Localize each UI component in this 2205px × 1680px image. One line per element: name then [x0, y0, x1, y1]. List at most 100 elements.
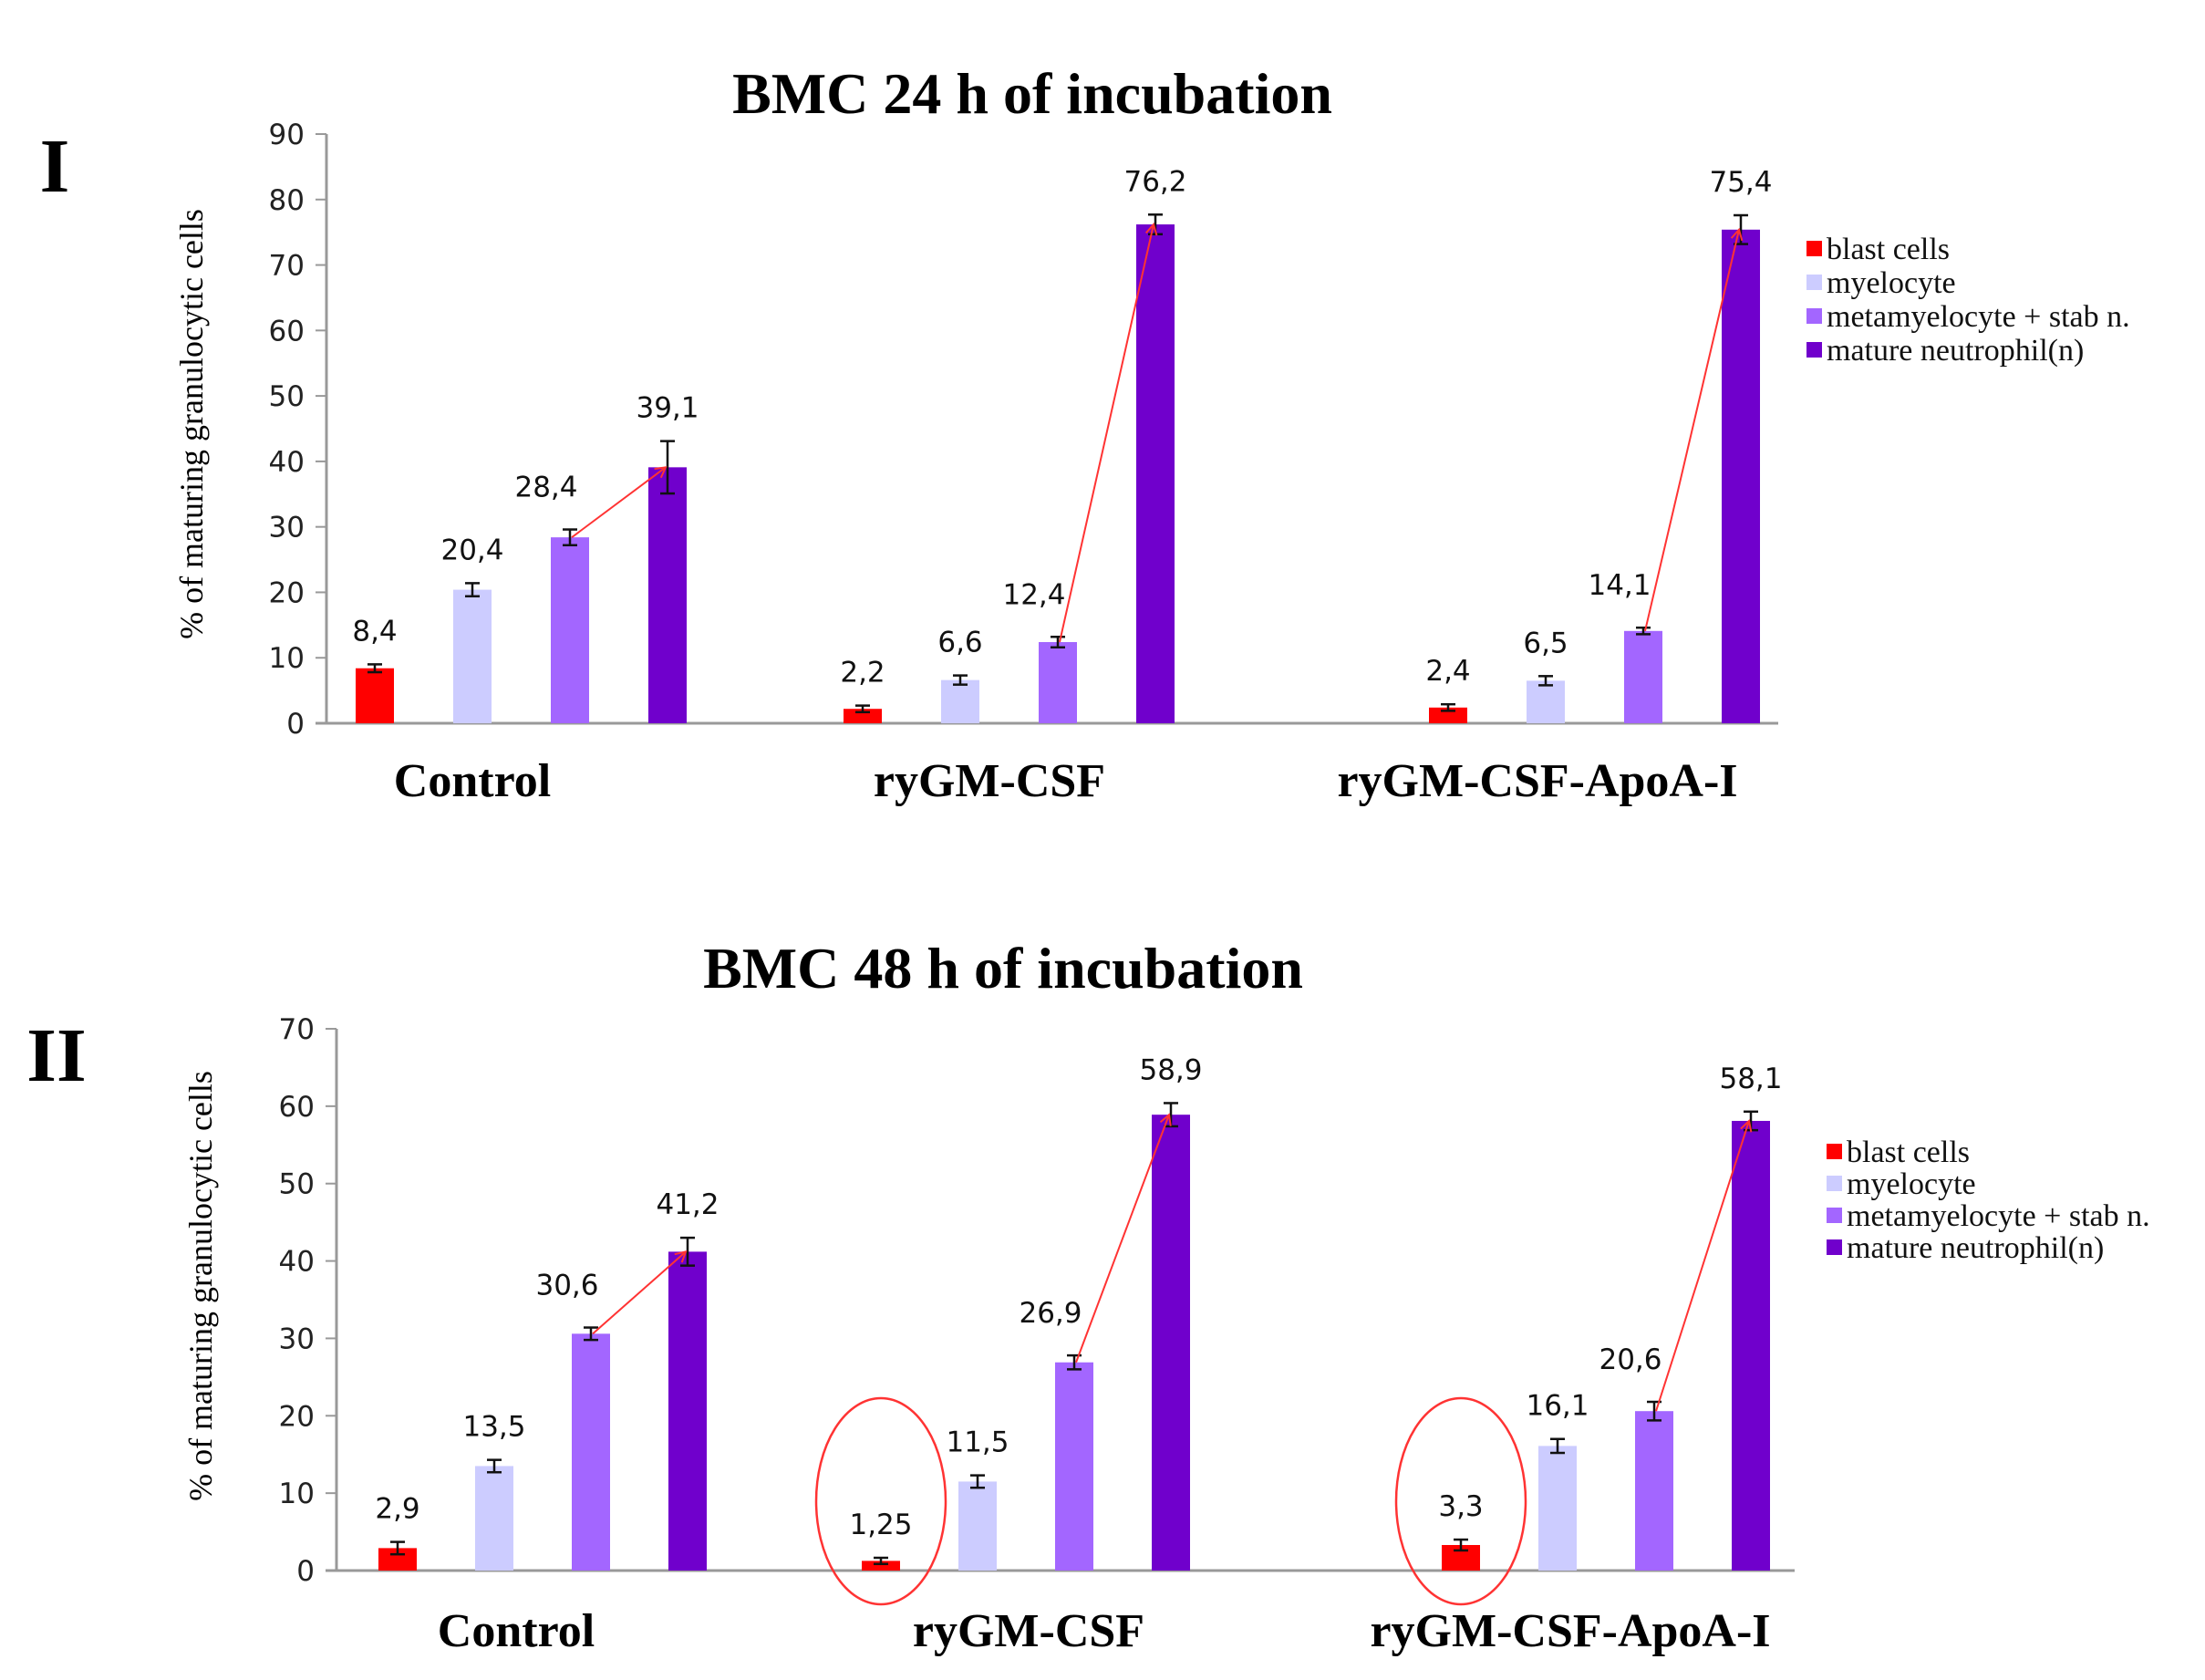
data-label: 58,9	[1139, 1053, 1202, 1086]
chart-title: BMC 48 h of incubation	[703, 936, 1303, 1001]
legend-label: blast cells	[1847, 1136, 1970, 1169]
y-tick-label: 50	[279, 1168, 315, 1201]
data-label: 20,4	[440, 534, 503, 566]
y-tick-label: 50	[269, 380, 305, 413]
bar	[1136, 224, 1175, 723]
chart-panel-1: I BMC 24 h of incubation % of maturing gra…	[40, 61, 2130, 807]
y-tick-label: 0	[296, 1555, 315, 1588]
data-label: 39,1	[636, 392, 699, 425]
bar	[1039, 641, 1077, 723]
bar	[958, 1481, 997, 1571]
y-tick-label: 0	[286, 708, 305, 741]
bar	[475, 1466, 513, 1571]
bar	[572, 1333, 610, 1571]
data-label: 11,5	[946, 1426, 1009, 1459]
data-label: 41,2	[656, 1188, 719, 1221]
bar	[648, 467, 687, 723]
x-category-label: ryGM-CSF-ApoA-I	[1370, 1605, 1770, 1657]
bar	[1635, 1411, 1673, 1571]
bar	[453, 589, 492, 723]
bar	[1055, 1362, 1093, 1571]
y-tick-label: 20	[269, 576, 305, 609]
data-label: 2,2	[840, 657, 885, 690]
bar	[356, 668, 394, 723]
bar	[1624, 630, 1662, 723]
y-tick-label: 10	[269, 642, 305, 675]
data-label: 16,1	[1526, 1390, 1589, 1423]
y-tick-label: 90	[269, 119, 305, 151]
red-arrow	[592, 1251, 686, 1335]
legend-swatch	[1827, 1144, 1842, 1159]
y-tick-label: 60	[269, 315, 305, 347]
legend-swatch	[1806, 342, 1822, 358]
y-tick-label: 80	[269, 184, 305, 217]
legend-swatch	[1806, 275, 1822, 290]
data-label: 3,3	[1438, 1490, 1483, 1523]
legend-swatch	[1827, 1208, 1842, 1223]
red-arrow	[1059, 224, 1154, 643]
y-tick-label: 30	[269, 512, 305, 544]
legend-label: myelocyte	[1847, 1167, 1976, 1201]
data-label: 13,5	[462, 1411, 525, 1444]
legend-swatch	[1806, 241, 1822, 256]
highlight-circle	[1394, 1396, 1527, 1606]
red-arrow	[1644, 230, 1739, 632]
data-label: 20,6	[1599, 1343, 1662, 1376]
data-label: 26,9	[1019, 1297, 1082, 1330]
data-label: 76,2	[1123, 165, 1186, 198]
data-label: 12,4	[1002, 578, 1065, 611]
data-label: 6,5	[1523, 627, 1568, 659]
y-tick-label: 30	[279, 1322, 315, 1355]
bar	[941, 679, 979, 723]
data-label: 58,1	[1719, 1063, 1782, 1095]
bar	[1429, 707, 1467, 723]
panel-label: I	[40, 124, 70, 209]
legend-swatch	[1806, 308, 1822, 324]
bar	[844, 709, 882, 723]
bar	[551, 537, 589, 723]
bar	[1722, 229, 1760, 724]
data-label: 6,6	[937, 627, 982, 659]
legend-swatch	[1827, 1176, 1842, 1191]
y-tick-label: 40	[269, 446, 305, 479]
legend-swatch	[1827, 1239, 1842, 1255]
y-tick-label: 40	[279, 1246, 315, 1279]
data-label: 75,4	[1709, 166, 1772, 199]
panel-label: II	[26, 1013, 86, 1098]
red-arrow	[571, 467, 666, 538]
bar	[1732, 1120, 1770, 1571]
data-label: 8,4	[352, 615, 397, 648]
x-category-label: ryGM-CSF	[874, 755, 1105, 807]
bar	[1152, 1115, 1190, 1571]
bar	[668, 1251, 707, 1571]
y-tick-label: 70	[269, 250, 305, 283]
red-arrow	[1655, 1121, 1749, 1412]
legend-label: mature neutrophil(n)	[1847, 1231, 2104, 1265]
legend-label: blast cells	[1827, 233, 1950, 266]
chart-title: BMC 24 h of incubation	[732, 61, 1332, 126]
legend-label: metamyelocyte + stab n.	[1847, 1199, 2150, 1233]
x-category-label: Control	[438, 1605, 595, 1657]
x-category-label: ryGM-CSF-ApoA-I	[1337, 755, 1737, 807]
y-tick-label: 20	[279, 1400, 315, 1433]
x-category-label: ryGM-CSF	[913, 1605, 1144, 1657]
x-category-label: Control	[394, 755, 551, 807]
y-tick-label: 10	[279, 1478, 315, 1510]
highlight-circle	[814, 1396, 947, 1606]
y-axis-label: % of maturing granulocytic cells	[173, 209, 210, 639]
bar	[1527, 680, 1565, 723]
legend-label: myelocyte	[1827, 266, 1956, 300]
bar	[1538, 1446, 1577, 1571]
data-label: 2,4	[1425, 655, 1470, 688]
chart-panel-2: II BMC 48 h of incubation % of maturing gr…	[26, 936, 2149, 1657]
legend-label: metamyelocyte + stab n.	[1827, 300, 2130, 334]
data-label: 28,4	[514, 472, 577, 504]
data-label: 2,9	[375, 1493, 419, 1526]
data-label: 30,6	[535, 1270, 598, 1302]
y-tick-label: 70	[279, 1013, 315, 1046]
data-label: 14,1	[1588, 569, 1651, 602]
y-tick-label: 60	[279, 1091, 315, 1124]
bar	[862, 1561, 900, 1571]
y-axis-label: % of maturing granulocytic cells	[182, 1071, 219, 1501]
